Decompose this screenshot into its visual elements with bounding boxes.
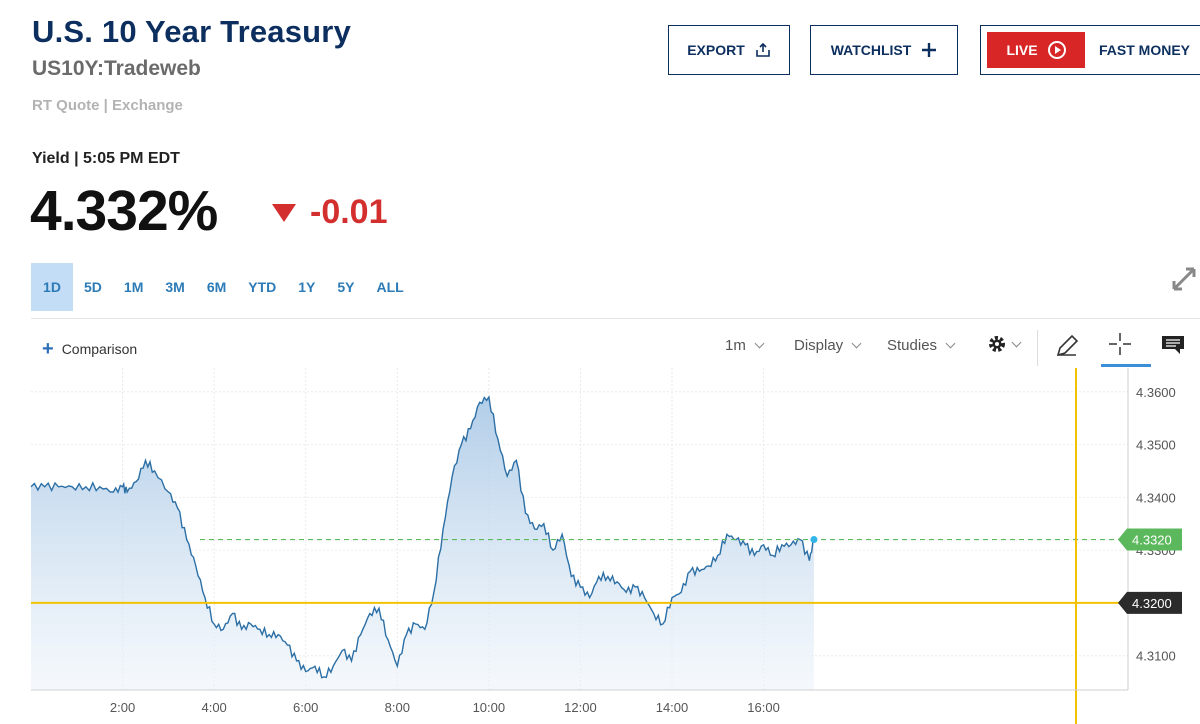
y-tick-label: 4.3500 [1136,438,1176,453]
x-tick-label: 2:00 [110,700,135,715]
share-icon [755,42,770,57]
x-tick-label: 6:00 [293,700,318,715]
x-tick-label: 14:00 [656,700,689,715]
yield-area [31,397,814,690]
range-1m[interactable]: 1M [123,279,144,295]
toolbar-divider [31,318,1200,319]
chevron-down-icon [1011,337,1022,347]
live-fast-money-button[interactable]: LIVE FAST MONEY [980,25,1200,75]
down-arrow-icon [272,203,296,222]
last-price: 4.332% [30,179,218,243]
watchlist-button[interactable]: WATCHLIST [810,25,958,75]
crosshair-value-label: 4.3200 [1132,596,1172,611]
y-tick-label: 4.3100 [1136,649,1176,664]
crosshair-active-indicator [1101,364,1151,367]
x-tick-label: 12:00 [564,700,597,715]
x-tick-label: 8:00 [385,700,410,715]
plus-icon: + [42,338,54,360]
yield-timestamp: Yield | 5:05 PM EDT [32,150,180,167]
export-label: EXPORT [687,42,745,58]
range-5d[interactable]: 5D [84,279,102,295]
plus-icon [922,43,937,57]
range-selector: 1D 5D 1M 3M 6M YTD 1Y 5Y ALL [31,263,415,311]
toolbar-separator [1037,330,1038,366]
comment-icon[interactable] [1160,334,1186,356]
fast-money-label: FAST MONEY [1099,42,1191,58]
range-all[interactable]: ALL [376,279,404,295]
last-point [810,536,818,544]
crosshair-value-badge: 4.3200 [1118,591,1182,614]
change-value: -0.01 [310,193,388,231]
expand-icon[interactable] [1168,263,1200,295]
display-label: Display [794,337,844,354]
display-dropdown[interactable]: Display [794,337,862,354]
range-ytd[interactable]: YTD [248,279,277,295]
x-tick-label: 4:00 [201,700,226,715]
gear-icon [989,336,1005,352]
comparison-button[interactable]: + Comparison [42,338,138,360]
yield-chart[interactable]: 2:00 4:00 6:00 8:00 10:00 12:00 14:00 16:00 4.31… [0,368,1200,724]
x-tick-label: 10:00 [473,700,506,715]
chevron-down-icon [945,338,956,349]
chevron-down-icon [754,338,765,349]
range-3m[interactable]: 3M [165,279,185,295]
range-1y[interactable]: 1Y [298,279,316,295]
interval-dropdown[interactable]: 1m [725,337,765,354]
studies-dropdown[interactable]: Studies [887,337,956,354]
current-value-label: 4.3320 [1132,533,1172,548]
y-tick-label: 4.3400 [1136,490,1176,505]
range-6m[interactable]: 6M [206,279,227,295]
symbol-label: US10Y:Tradeweb [32,57,201,80]
studies-label: Studies [887,337,938,354]
pencil-icon[interactable] [1054,333,1080,359]
price-change: -0.01 [272,193,388,232]
chevron-down-icon [851,338,862,349]
yield-line [30,395,815,679]
quote-source: RT Quote | Exchange [32,97,183,114]
comparison-label: Comparison [61,341,138,357]
page-title: U.S. 10 Year Treasury [32,14,352,49]
live-label: LIVE [1006,42,1038,58]
range-5y[interactable]: 5Y [337,279,355,295]
live-badge: LIVE [987,32,1085,68]
x-tick-label: 16:00 [747,700,780,715]
current-value-badge: 4.3320 [1118,528,1182,551]
range-1d[interactable]: 1D [31,263,73,311]
settings-dropdown[interactable] [987,334,1022,354]
watchlist-label: WATCHLIST [830,42,912,58]
export-button[interactable]: EXPORT [668,25,790,75]
interval-label: 1m [725,337,746,354]
play-icon [1047,41,1066,59]
y-tick-label: 4.3600 [1136,385,1176,400]
crosshair-icon[interactable] [1107,331,1133,357]
